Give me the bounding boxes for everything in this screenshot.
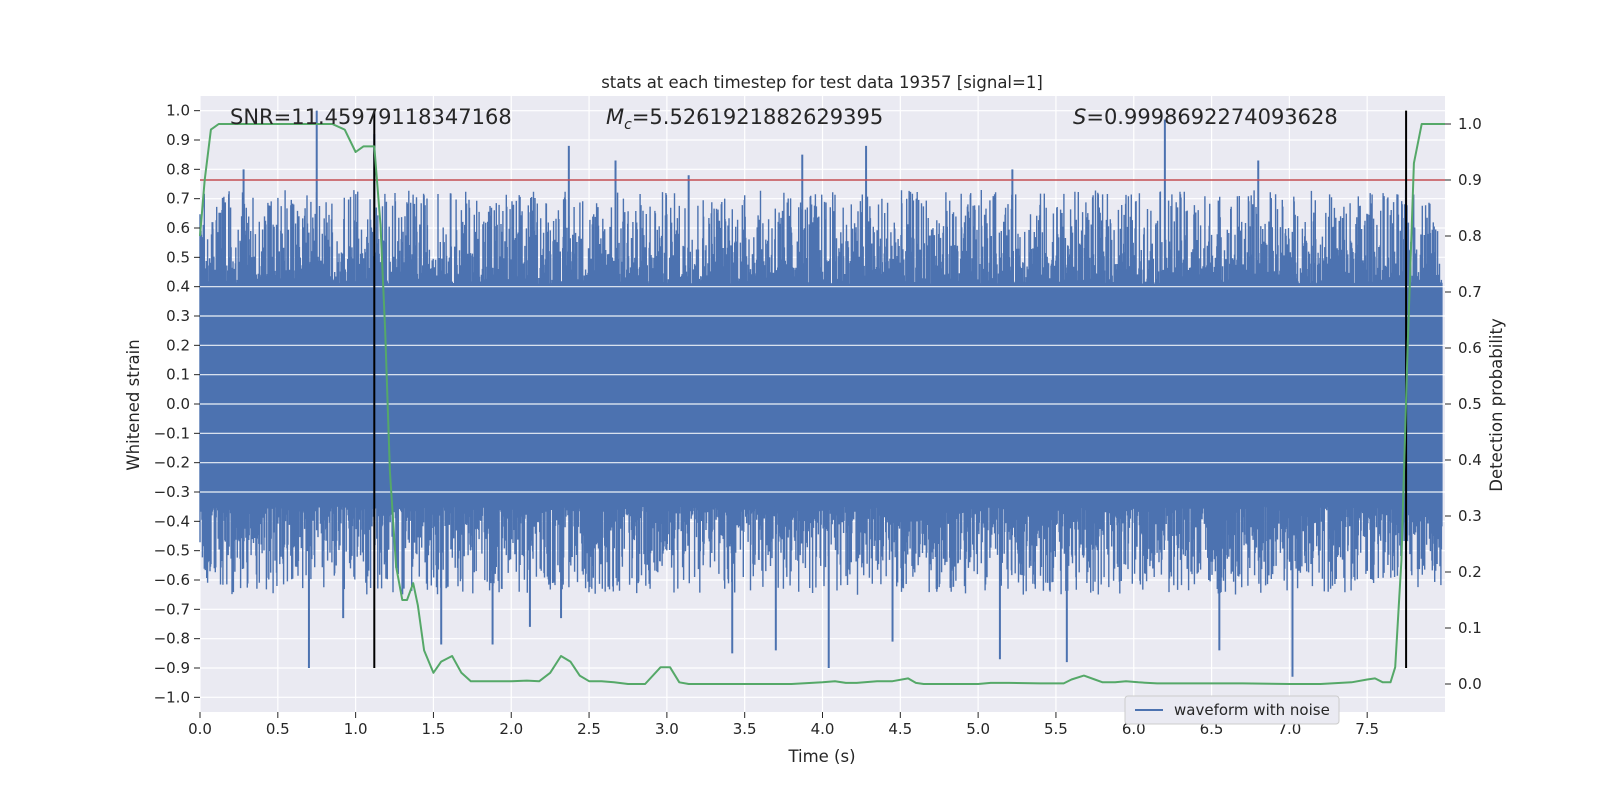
chirp-mass-subscript: c xyxy=(624,117,632,133)
x-tick-label: 1.0 xyxy=(344,720,368,738)
y-tick-label: −0.2 xyxy=(154,454,190,472)
chart-title: stats at each timestep for test data 193… xyxy=(601,73,1043,92)
score-value: =0.9998692274093628 xyxy=(1086,105,1337,129)
x-tick-label: 2.0 xyxy=(499,720,523,738)
y-tick-label: 0.0 xyxy=(166,395,190,413)
y-tick-label: 0.5 xyxy=(166,248,190,266)
y-tick-label: 0.1 xyxy=(166,366,190,384)
chirp-mass-symbol: M xyxy=(606,105,624,129)
probability-line xyxy=(199,123,1445,685)
y-tick-label: 0.7 xyxy=(166,190,190,208)
y-right-tick-label: 0.4 xyxy=(1458,451,1482,469)
y-tick-label: −0.4 xyxy=(154,512,190,530)
x-tick-label: 5.0 xyxy=(966,720,990,738)
y-tick-label: −0.6 xyxy=(154,571,190,589)
x-tick-label: 3.5 xyxy=(733,720,757,738)
y-right-tick-label: 0.2 xyxy=(1458,563,1482,581)
y-axis-label: Whitened strain xyxy=(124,339,143,470)
x-tick-label: 5.5 xyxy=(1044,720,1068,738)
y-tick-label: −0.7 xyxy=(154,600,190,618)
y-right-tick-label: 0.6 xyxy=(1458,339,1482,357)
y-right-tick-label: 0.5 xyxy=(1458,395,1482,413)
y-tick-label: −1.0 xyxy=(154,688,190,706)
x-tick-label: 3.0 xyxy=(655,720,679,738)
y-tick-label: 0.4 xyxy=(166,278,190,296)
y-tick-label: −0.3 xyxy=(154,483,190,501)
y-tick-label: 1.0 xyxy=(166,102,190,120)
score-symbol: S xyxy=(1073,105,1086,129)
y-right-tick-label: 0.3 xyxy=(1458,507,1482,525)
chirp-mass-value: =5.5261921882629395 xyxy=(632,105,883,129)
score-annotation: S=0.9998692274093628 xyxy=(1073,105,1338,129)
y-tick-label: 0.3 xyxy=(166,307,190,325)
y-tick-label: 0.9 xyxy=(166,131,190,149)
x-tick-label: 0.5 xyxy=(266,720,290,738)
y-right-tick-label: 1.0 xyxy=(1458,115,1482,133)
y-tick-label: 0.6 xyxy=(166,219,190,237)
x-tick-label: 1.5 xyxy=(422,720,446,738)
x-tick-label: 4.0 xyxy=(811,720,835,738)
x-tick-label: 0.0 xyxy=(188,720,212,738)
y-right-axis-label: Detection probability xyxy=(1487,318,1506,492)
overlay-layer xyxy=(199,110,1445,685)
x-axis-label: Time (s) xyxy=(787,747,855,766)
y-right-tick-label: 0.9 xyxy=(1458,171,1482,189)
y-tick-label: 0.8 xyxy=(166,160,190,178)
chirp-mass-annotation: Mc=5.5261921882629395 xyxy=(606,105,883,133)
x-tick-label: 7.5 xyxy=(1355,720,1379,738)
snr-annotation: SNR=11.45979118347168 xyxy=(230,105,512,129)
y-right-tick-label: 0.7 xyxy=(1458,283,1482,301)
y-right-tick-label: 0.0 xyxy=(1458,675,1482,693)
waveform-series xyxy=(199,110,1443,677)
x-tick-label: 2.5 xyxy=(577,720,601,738)
y-tick-label: −0.1 xyxy=(154,424,190,442)
y-tick-label: −0.9 xyxy=(154,659,190,677)
x-tick-label: 4.5 xyxy=(888,720,912,738)
legend-label-waveform: waveform with noise xyxy=(1174,701,1330,719)
legend: waveform with noise xyxy=(1124,695,1340,725)
waveform-core xyxy=(200,283,1442,507)
y-right-tick-label: 0.1 xyxy=(1458,619,1482,637)
y-tick-label: −0.8 xyxy=(154,630,190,648)
y-tick-label: −0.5 xyxy=(154,542,190,560)
y-right-axis-ticks: 1.0 0.9 0.8 0.7 0.6 0.5 0.4 0.3 0.2 0.1 0.0 xyxy=(1445,115,1482,693)
y-tick-label: 0.2 xyxy=(166,336,190,354)
y-axis-ticks: 1.0 0.9 0.8 0.7 0.6 0.5 0.4 0.3 0.2 0.1 0.0 −0.1 −0.… xyxy=(154,102,200,706)
y-right-tick-label: 0.8 xyxy=(1458,227,1482,245)
legend-box xyxy=(1124,695,1340,725)
